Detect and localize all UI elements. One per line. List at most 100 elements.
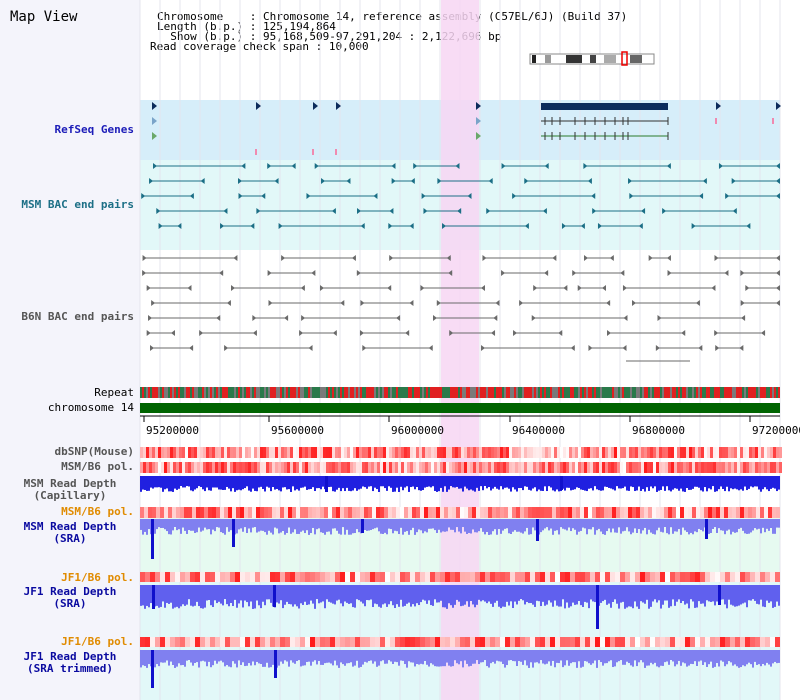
- repeat-segment: [742, 387, 744, 398]
- depth-bar: [188, 585, 190, 600]
- heat-cell: [464, 462, 467, 473]
- msm-read-depth-sra-label[interactable]: MSM Read Depth (SRA): [0, 521, 140, 545]
- jf1-read-depth-sra-label[interactable]: JF1 Read Depth (SRA): [0, 586, 140, 610]
- depth-bar: [326, 585, 328, 600]
- read-depth-histograms[interactable]: [140, 476, 780, 688]
- jf1-read-depth-trimmed-label[interactable]: JF1 Read Depth (SRA trimmed): [0, 651, 140, 675]
- repeat-segment: [510, 387, 512, 398]
- repeat-segment: [502, 387, 504, 398]
- refseq-genes-features[interactable]: [152, 102, 781, 155]
- heat-cell: [206, 447, 209, 458]
- repeat-track[interactable]: [140, 387, 780, 398]
- repeat-label[interactable]: Repeat: [94, 386, 134, 399]
- heat-cell: [288, 507, 292, 518]
- heat-cell: [480, 637, 485, 647]
- heat-cell: [410, 462, 413, 473]
- depth-bar: [206, 585, 208, 601]
- heat-cell: [248, 462, 251, 473]
- repeat-segment: [768, 387, 770, 398]
- b6n-pair-end: [724, 270, 729, 276]
- depth-bar: [602, 476, 604, 491]
- heat-cell: [776, 462, 779, 473]
- heat-cell: [641, 447, 644, 458]
- heat-cell: [212, 462, 215, 473]
- polymorphism-heatmaps[interactable]: [140, 447, 782, 647]
- read-coverage-info: Read coverage check span : 10,000: [150, 40, 369, 53]
- msm-read-depth-capillary-label[interactable]: MSM Read Depth (Capillary): [0, 478, 140, 502]
- repeat-segment: [268, 387, 270, 398]
- msm-bac-features[interactable]: [141, 163, 780, 229]
- depth-bar: [746, 585, 748, 608]
- depth-bar: [238, 476, 240, 490]
- depth-bar: [690, 519, 692, 533]
- msm-bac-label[interactable]: MSM BAC end pairs: [21, 198, 134, 211]
- depth-bar: [500, 585, 502, 609]
- depth-bar: [158, 476, 160, 488]
- msm-pair-end: [278, 223, 283, 229]
- depth-bar: [622, 476, 624, 489]
- chromosome-ideogram[interactable]: [529, 51, 655, 66]
- depth-bar: [542, 585, 544, 602]
- msm-b6-pol-label[interactable]: MSM/B6 pol.: [61, 460, 134, 473]
- heat-cell: [370, 572, 375, 582]
- msm-b6-pol-label-2[interactable]: MSM/B6 pol.: [61, 505, 134, 518]
- heat-cell: [254, 462, 257, 473]
- depth-bar: [460, 650, 462, 662]
- heat-cell: [580, 572, 585, 582]
- heat-cell: [524, 507, 528, 518]
- depth-bar: [306, 476, 308, 490]
- depth-bar: [310, 519, 312, 534]
- depth-bar: [694, 585, 696, 608]
- depth-bar: [344, 650, 346, 666]
- depth-bar: [336, 650, 338, 666]
- heat-cell: [215, 637, 220, 647]
- repeat-segment: [764, 387, 766, 398]
- depth-bar: [720, 476, 722, 487]
- heat-cell: [392, 447, 395, 458]
- depth-bar: [670, 585, 672, 607]
- depth-bar: [292, 650, 294, 663]
- b6n-bac-label[interactable]: B6N BAC end pairs: [21, 310, 134, 323]
- heat-cell: [704, 507, 708, 518]
- heat-cell: [152, 447, 155, 458]
- depth-bar: [392, 476, 394, 492]
- heat-cell: [275, 462, 278, 473]
- depth-bar: [610, 585, 612, 608]
- repeat-segment: [260, 387, 262, 398]
- heat-cell: [500, 447, 503, 458]
- chromosome-label[interactable]: chromosome 14: [47, 401, 134, 414]
- depth-bar: [236, 519, 238, 534]
- heat-cell: [665, 462, 668, 473]
- depth-bar: [200, 650, 202, 662]
- heat-cell: [767, 447, 770, 458]
- heat-cell: [203, 462, 206, 473]
- heat-cell: [647, 462, 650, 473]
- depth-bar: [628, 585, 630, 607]
- dbsnp-label[interactable]: dbSNP(Mouse): [54, 445, 134, 458]
- refseq-genes-label[interactable]: RefSeq Genes: [54, 123, 134, 136]
- depth-bar: [628, 519, 630, 532]
- heat-cell: [655, 572, 660, 582]
- depth-bar: [560, 585, 562, 607]
- heat-cell: [652, 507, 656, 518]
- depth-bar: [168, 519, 170, 535]
- b6n-bac-features[interactable]: [142, 255, 780, 362]
- depth-bar: [160, 476, 162, 488]
- depth-bar: [690, 585, 692, 600]
- depth-bar: [380, 650, 382, 662]
- heat-cell: [236, 462, 239, 473]
- heat-cell: [285, 637, 290, 647]
- chromosome-bar[interactable]: [140, 403, 780, 413]
- depth-bar: [478, 476, 480, 491]
- depth-bar: [710, 650, 712, 662]
- heat-cell: [653, 462, 656, 473]
- heat-cell: [731, 462, 734, 473]
- heat-cell: [383, 447, 386, 458]
- jf1-b6-pol-label-2[interactable]: JF1/B6 pol.: [61, 635, 134, 648]
- depth-bar: [518, 519, 520, 532]
- jf1-b6-pol-label[interactable]: JF1/B6 pol.: [61, 571, 134, 584]
- depth-bar: [194, 585, 196, 606]
- heat-cell: [302, 447, 305, 458]
- b6n-pair-end: [226, 300, 231, 306]
